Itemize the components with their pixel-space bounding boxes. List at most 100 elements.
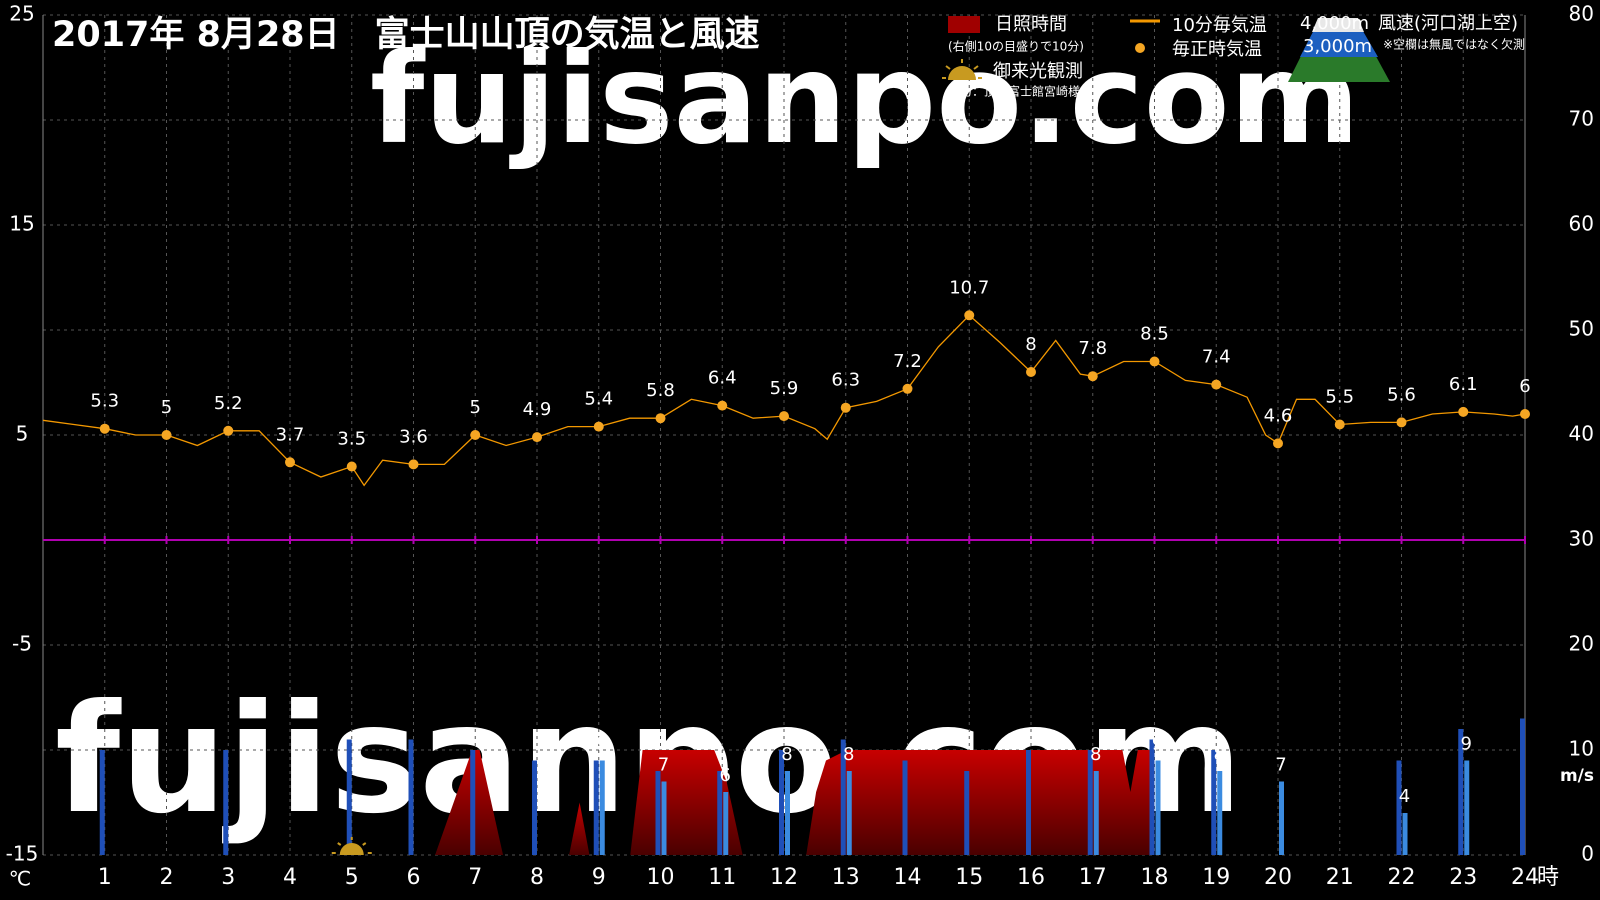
wind-bar xyxy=(1149,739,1155,855)
hourly-dot xyxy=(408,459,419,470)
hourly-dot xyxy=(1211,379,1222,390)
chart-title: 2017年 8月28日 富士山山頂の気温と風速 xyxy=(52,14,760,55)
y-tick-label: 25 xyxy=(9,2,34,26)
y2-tick-label: 50 xyxy=(1569,317,1594,341)
x-tick-label: 23 xyxy=(1449,865,1477,890)
data-label: 7 xyxy=(658,755,669,776)
x-tick-label: 11 xyxy=(708,865,736,890)
wind-bar xyxy=(223,750,229,855)
wind-bar xyxy=(599,760,605,855)
hourly-dot xyxy=(285,457,295,468)
wind-bar xyxy=(1464,760,1470,855)
wind-bar xyxy=(1458,729,1464,855)
data-label: 6 xyxy=(1519,376,1530,397)
wind-bar xyxy=(408,739,414,855)
x-tick-label: 15 xyxy=(955,865,983,890)
data-label: 7.4 xyxy=(1202,347,1231,368)
hourly-dot xyxy=(223,425,234,436)
legend: 日照時間 (右側10の目盛りで10分) 御来光観測 協力：頂上富士館宮崎様 10… xyxy=(942,13,1525,99)
temperature-line xyxy=(42,314,1526,487)
x-tick-label: 14 xyxy=(894,865,922,890)
wind-bar xyxy=(532,760,537,855)
data-label: 4.9 xyxy=(523,399,552,420)
legend-swatch xyxy=(948,16,980,33)
hourly-dot xyxy=(1458,406,1469,417)
hourly-dot xyxy=(779,411,789,422)
x-tick-label: 12 xyxy=(770,865,798,890)
data-label: 8 xyxy=(1090,744,1101,765)
hourly-dot xyxy=(1087,371,1098,382)
wind-bar xyxy=(902,760,908,855)
data-label: 8 xyxy=(1025,334,1036,355)
wind-bar xyxy=(470,750,476,855)
wind-bar xyxy=(1217,771,1223,855)
data-label: 5.9 xyxy=(770,378,799,399)
wind-bar xyxy=(723,792,729,855)
hourly-dot xyxy=(161,430,172,440)
sunshine-area xyxy=(435,750,504,855)
hourly-dot xyxy=(593,421,604,432)
wind-bar xyxy=(717,771,723,855)
sun-icon xyxy=(942,59,982,80)
hourly-dot xyxy=(346,461,357,472)
x-tick-label: 2 xyxy=(160,865,174,890)
x-tick-label: 17 xyxy=(1079,865,1107,890)
wind-bar xyxy=(1396,760,1402,855)
hourly-dot xyxy=(1149,356,1160,367)
x-tick-label: 6 xyxy=(407,865,421,890)
y-tick-label: 5 xyxy=(16,422,29,446)
y2-tick-label: 40 xyxy=(1569,422,1594,446)
data-label: 7.8 xyxy=(1078,338,1107,359)
data-label: 7.2 xyxy=(893,351,922,372)
sun-ray xyxy=(337,842,342,846)
x-tick-label: 3 xyxy=(221,865,235,890)
sunrise-marker xyxy=(331,837,372,855)
wind-bar xyxy=(840,739,846,855)
data-label: 5 xyxy=(470,397,481,418)
legend-label: 4,000m xyxy=(1300,13,1369,34)
wind-bar xyxy=(964,771,970,855)
y-tick-label: -15 xyxy=(6,842,39,866)
y2-tick-label: 0 xyxy=(1581,842,1594,866)
y2-tick-label: 60 xyxy=(1569,212,1594,236)
y-unit: ℃ xyxy=(9,867,31,891)
data-label: 3.7 xyxy=(276,424,305,445)
data-label: 8 xyxy=(843,744,854,765)
hourly-dot xyxy=(1396,417,1407,428)
x-unit: 時 xyxy=(1537,865,1559,890)
data-label: 3.5 xyxy=(337,429,366,450)
x-tick-label: 9 xyxy=(592,865,606,890)
x-tick-label: 18 xyxy=(1141,865,1169,890)
wind-bar xyxy=(1279,781,1284,855)
hourly-dot xyxy=(470,430,481,440)
wind-bar xyxy=(779,750,784,855)
hourly-dot xyxy=(1273,438,1283,449)
data-label: 8 xyxy=(1214,744,1225,765)
wind-bar xyxy=(593,760,599,855)
data-label: 6 xyxy=(720,765,731,786)
data-label: 5.6 xyxy=(1387,384,1416,405)
data-label: 3.6 xyxy=(399,426,428,447)
x-tick-label: 5 xyxy=(345,865,359,890)
data-label: 5.2 xyxy=(214,393,243,414)
wind-bar xyxy=(785,771,790,855)
y2-tick-label: 10 xyxy=(1569,737,1594,761)
hourly-dot xyxy=(1334,419,1345,430)
wind-bar xyxy=(1211,750,1217,855)
wind-bar xyxy=(346,739,352,855)
y-tick-label: 15 xyxy=(9,212,34,236)
wind-bar xyxy=(1093,771,1099,855)
y2-tick-label: 30 xyxy=(1569,527,1594,551)
data-label: 4 xyxy=(1399,786,1410,807)
hourly-dot xyxy=(655,413,666,424)
x-tick-label: 20 xyxy=(1264,865,1292,890)
x-tick-label: 19 xyxy=(1202,865,1230,890)
data-label: 5.5 xyxy=(1325,387,1354,408)
x-tick-label: 24 xyxy=(1511,865,1539,890)
data-label: 6.3 xyxy=(831,370,860,391)
legend-label: 風速(河口湖上空) xyxy=(1378,13,1518,34)
sunshine-area xyxy=(806,750,1154,855)
x-tick-label: 7 xyxy=(468,865,482,890)
